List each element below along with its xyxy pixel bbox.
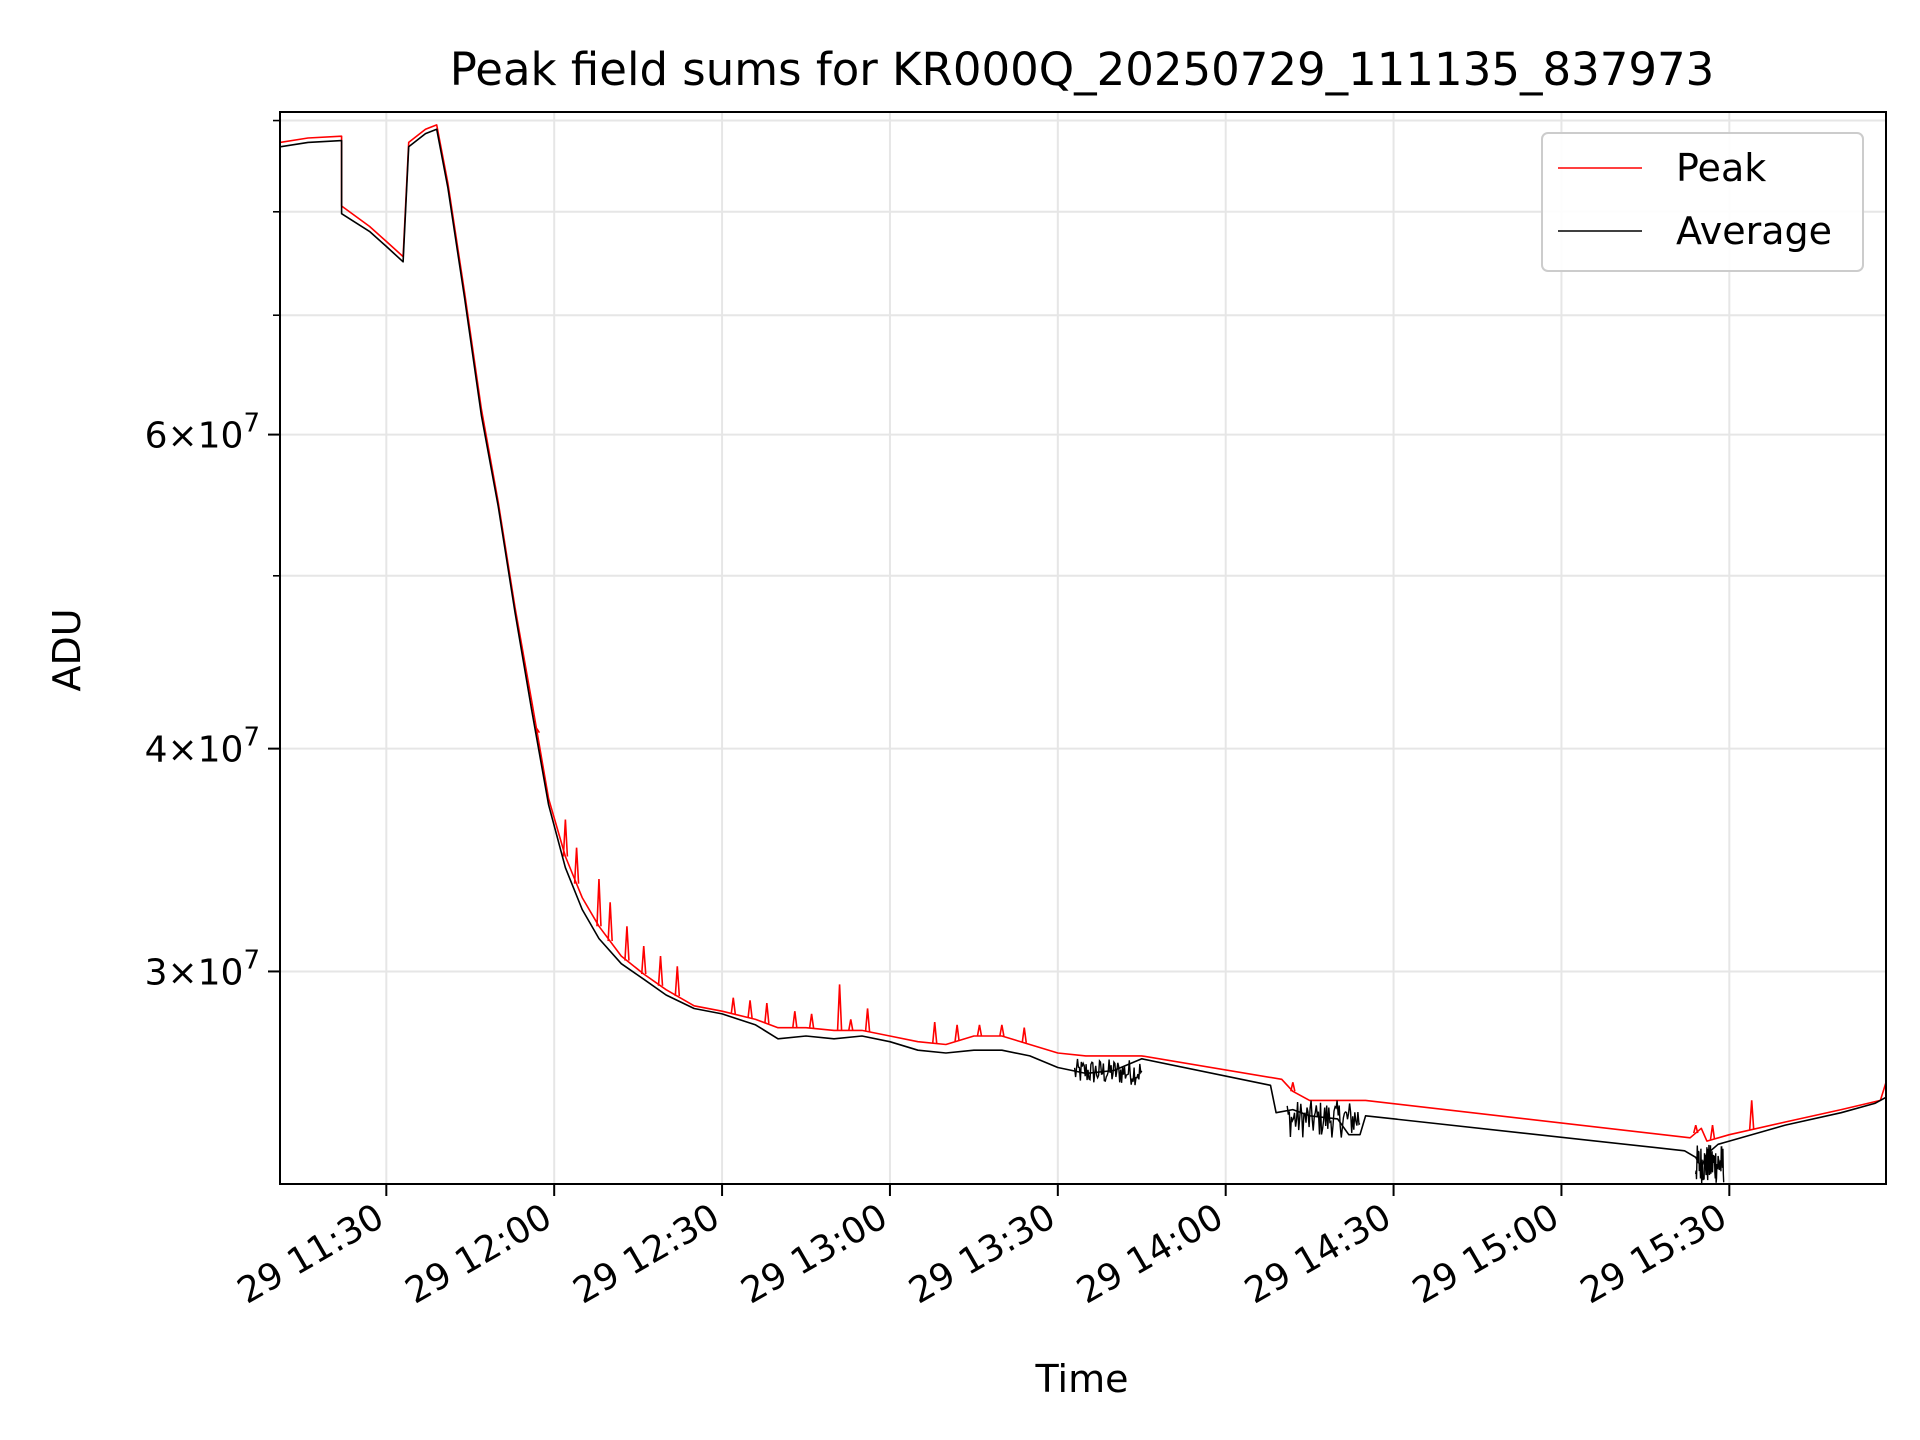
x-axis-label: Time bbox=[1035, 1357, 1129, 1401]
peak-spike bbox=[836, 984, 843, 1031]
y-tick-base: 10 bbox=[198, 416, 244, 457]
peak-spike bbox=[730, 997, 737, 1014]
y-tick-times: × bbox=[167, 730, 197, 771]
series-line-average bbox=[280, 128, 1886, 1168]
series-layer bbox=[280, 124, 1886, 1184]
legend: Peak Average bbox=[1541, 132, 1864, 272]
peak-spike bbox=[596, 879, 602, 927]
y-tick-mantissa: 4 bbox=[145, 730, 168, 771]
y-tick-mantissa: 3 bbox=[145, 952, 168, 993]
series-line-peak bbox=[280, 124, 1886, 1142]
y-tick-label: 6×107 bbox=[145, 409, 260, 457]
peak-spike bbox=[954, 1024, 960, 1042]
legend-label-peak: Peak bbox=[1676, 146, 1766, 190]
chart-title: Peak field sums for KR000Q_20250729_1111… bbox=[450, 43, 1714, 96]
y-tick-base: 10 bbox=[198, 952, 244, 993]
y-tick-times: × bbox=[167, 952, 197, 993]
y-tick-exponent: 7 bbox=[243, 409, 260, 439]
peak-spike bbox=[747, 1000, 753, 1019]
y-axis-label: ADU bbox=[45, 608, 89, 691]
peak-spike bbox=[1692, 1124, 1699, 1134]
peak-spike bbox=[607, 902, 613, 942]
peak-spike bbox=[573, 847, 580, 884]
peak-spike bbox=[999, 1024, 1005, 1037]
y-tick-label: 4×107 bbox=[145, 723, 260, 771]
peak-spike bbox=[976, 1024, 983, 1037]
peak-spike bbox=[808, 1013, 815, 1029]
peak-spike bbox=[931, 1022, 938, 1044]
plot-frame bbox=[279, 111, 1887, 1185]
y-tick-exponent: 7 bbox=[243, 945, 260, 975]
y-tick-mantissa: 6 bbox=[145, 416, 168, 457]
peak-spike bbox=[1709, 1125, 1716, 1140]
peak-spike bbox=[1748, 1100, 1755, 1130]
y-tick-exponent: 7 bbox=[243, 723, 260, 753]
peak-spike bbox=[792, 1011, 798, 1028]
peak-spike bbox=[1021, 1027, 1028, 1043]
y-tick-times: × bbox=[167, 416, 197, 457]
peak-spike bbox=[847, 1019, 854, 1031]
y-tick-label: 3×107 bbox=[145, 945, 260, 993]
peak-spike bbox=[864, 1008, 871, 1032]
peak-spike bbox=[674, 966, 681, 997]
peak-spike bbox=[657, 956, 664, 986]
legend-label-average: Average bbox=[1676, 209, 1832, 253]
average-noise bbox=[1286, 1100, 1361, 1138]
average-noise bbox=[1073, 1058, 1143, 1086]
peak-spike bbox=[1290, 1082, 1296, 1092]
peak-spike bbox=[562, 819, 569, 857]
grid bbox=[280, 112, 1886, 1184]
peak-spike bbox=[624, 926, 630, 961]
peak-spike bbox=[640, 945, 647, 975]
y-tick-base: 10 bbox=[198, 730, 244, 771]
average-noise bbox=[1695, 1144, 1725, 1184]
peak-spike bbox=[764, 1002, 770, 1024]
